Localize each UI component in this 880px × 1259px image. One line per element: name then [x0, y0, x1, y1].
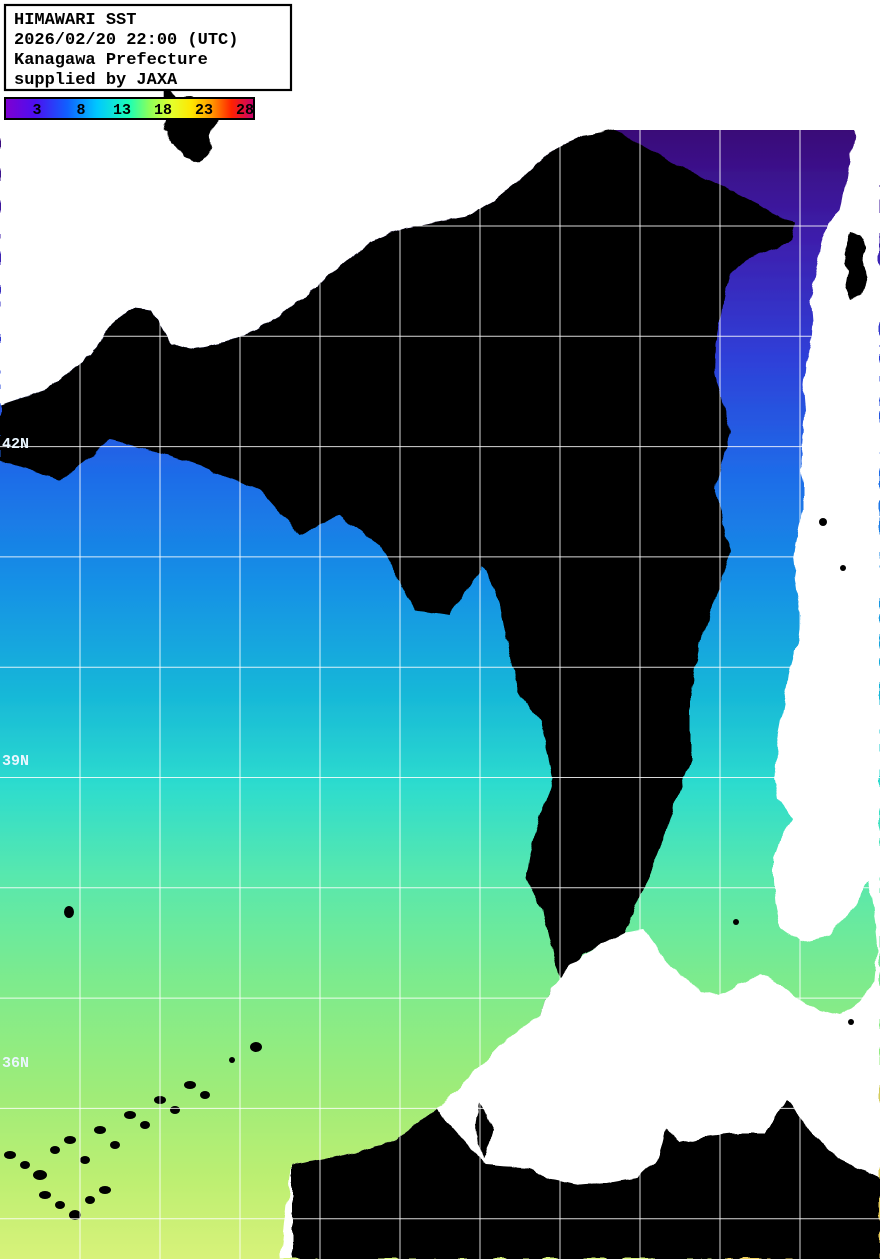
svg-text:36N: 36N	[2, 1055, 29, 1072]
svg-text:18: 18	[154, 102, 172, 119]
svg-text:HIMAWARI SST: HIMAWARI SST	[14, 11, 136, 30]
svg-text:Kanagawa Prefecture: Kanagawa Prefecture	[14, 51, 208, 70]
svg-text:supplied by JAXA: supplied by JAXA	[14, 71, 178, 90]
svg-text:13: 13	[113, 102, 131, 119]
svg-text:23: 23	[195, 102, 213, 119]
svg-text:39N: 39N	[2, 753, 29, 770]
svg-text:2026/02/20 22:00 (UTC): 2026/02/20 22:00 (UTC)	[14, 31, 238, 50]
svg-text:42N: 42N	[2, 436, 29, 453]
svg-text:28: 28	[236, 102, 254, 119]
svg-text:3: 3	[32, 102, 41, 119]
svg-text:138E: 138E	[636, 56, 653, 92]
svg-text:8: 8	[76, 102, 85, 119]
